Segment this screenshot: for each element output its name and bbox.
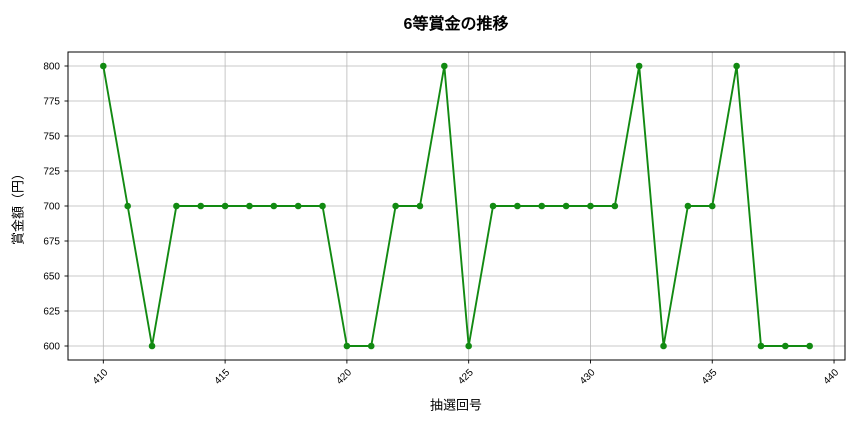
- y-axis-label: 賞金額（円）: [10, 166, 26, 246]
- data-point: [221, 202, 229, 210]
- data-point: [611, 202, 619, 210]
- y-tick-label: 600: [43, 342, 60, 353]
- data-point: [514, 202, 521, 210]
- data-point: [124, 202, 131, 210]
- data-point: [587, 202, 594, 210]
- data-point: [100, 62, 107, 70]
- data-point: [367, 342, 375, 350]
- data-point: [489, 202, 497, 210]
- x-tick-label: 415: [213, 367, 233, 387]
- data-point: [538, 202, 546, 210]
- data-point: [684, 202, 692, 210]
- data-point: [757, 342, 765, 350]
- data-point: [441, 62, 448, 70]
- y-tick-label: 750: [43, 132, 60, 143]
- data-point: [562, 202, 570, 210]
- data-point: [416, 202, 424, 210]
- chart-title: 6等賞金の推移: [403, 16, 509, 33]
- y-tick-label: 800: [43, 62, 60, 73]
- data-point: [733, 62, 740, 70]
- x-tick-label: 425: [456, 367, 476, 387]
- x-tick-label: 440: [822, 367, 842, 387]
- data-point: [635, 62, 643, 70]
- data-point: [294, 202, 302, 210]
- data-point: [392, 202, 399, 210]
- data-point: [708, 202, 716, 210]
- y-tick-label: 725: [43, 167, 60, 178]
- y-tick-label: 650: [43, 272, 60, 283]
- x-tick-label: 435: [700, 367, 720, 387]
- data-point: [660, 342, 667, 350]
- data-point: [806, 342, 813, 350]
- data-point: [270, 202, 278, 210]
- x-axis-label: 抽選回号: [429, 397, 483, 413]
- data-line: [102, 65, 811, 347]
- data-point: [465, 342, 472, 350]
- y-tick-label: 700: [43, 202, 60, 213]
- y-tick-label: 775: [43, 97, 60, 108]
- x-tick-label: 420: [334, 367, 354, 387]
- data-point: [782, 342, 789, 350]
- data-point: [319, 202, 326, 210]
- data-point: [197, 202, 205, 210]
- data-point: [343, 342, 351, 350]
- data-point: [148, 342, 156, 350]
- y-tick-label: 675: [43, 237, 60, 248]
- x-tick-label: 410: [91, 367, 111, 387]
- data-point: [173, 202, 180, 210]
- y-tick-label: 625: [43, 307, 60, 318]
- data-point: [246, 202, 253, 210]
- x-tick-label: 430: [578, 367, 598, 387]
